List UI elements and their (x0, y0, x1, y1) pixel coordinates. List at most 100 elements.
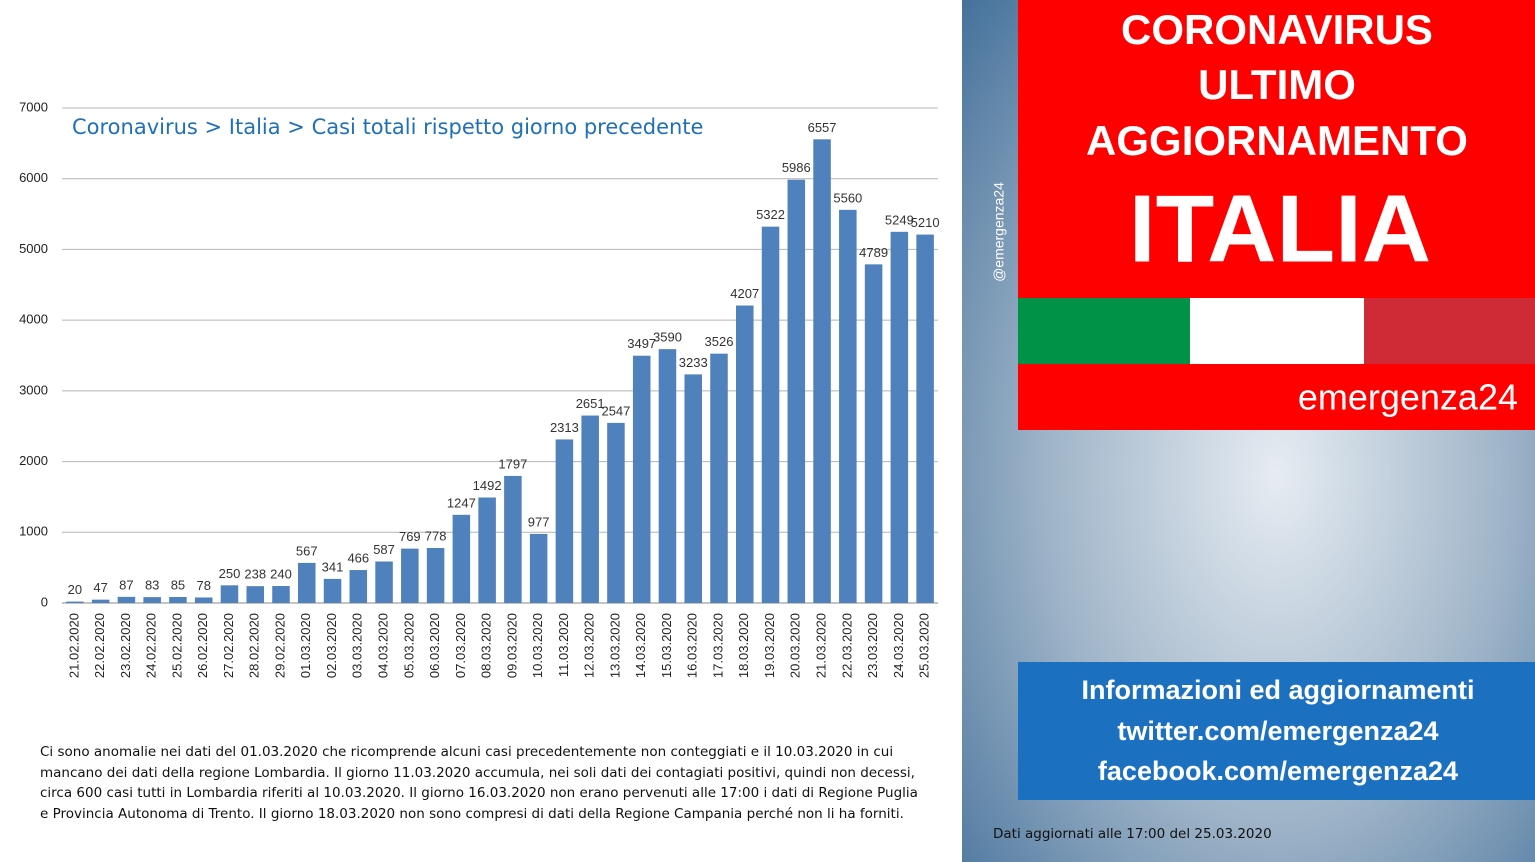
data-label: 1247 (447, 495, 476, 510)
x-tick-label: 28.02.2020 (247, 613, 262, 678)
info-line: facebook.com/emergenza24 (1098, 756, 1458, 786)
flag-white (1190, 298, 1364, 364)
bar (349, 570, 368, 603)
x-tick-label: 25.02.2020 (169, 613, 184, 678)
banner-line: ULTIMO (1198, 61, 1356, 108)
data-label: 2651 (576, 396, 605, 411)
data-label: 5322 (756, 207, 785, 222)
x-tick-label: 22.03.2020 (839, 613, 854, 678)
bar (607, 422, 625, 603)
data-label: 83 (145, 578, 159, 593)
bar (710, 353, 728, 603)
x-tick-label: 14.03.2020 (633, 613, 648, 678)
x-tick-label: 12.03.2020 (582, 613, 597, 678)
data-label: 3526 (705, 334, 734, 349)
bar (813, 139, 831, 604)
bar (323, 578, 342, 603)
y-tick-label: 1000 (19, 524, 48, 539)
x-tick-label: 21.03.2020 (813, 613, 828, 678)
data-label: 769 (399, 529, 421, 544)
bar (864, 264, 883, 603)
update-note: Dati aggiornati alle 17:00 del 25.03.202… (993, 826, 1272, 842)
y-tick-label: 4000 (19, 312, 48, 327)
x-tick-label: 29.02.2020 (272, 613, 287, 678)
y-tick-label: 3000 (19, 382, 48, 397)
x-tick-label: 21.02.2020 (66, 613, 81, 678)
banner-line: AGGIORNAMENTO (1086, 117, 1468, 164)
y-tick-label: 7000 (19, 99, 48, 114)
data-label: 1797 (498, 456, 527, 471)
data-label: 587 (373, 542, 395, 557)
x-tick-label: 20.03.2020 (788, 613, 803, 678)
x-tick-label: 05.03.2020 (401, 613, 416, 678)
x-tick-label: 07.03.2020 (453, 613, 468, 678)
x-tick-label: 23.03.2020 (865, 613, 880, 678)
bar (761, 226, 780, 603)
bar (375, 561, 393, 603)
bar (401, 548, 419, 603)
y-tick-label: 2000 (19, 453, 48, 468)
bar (839, 209, 857, 604)
data-label: 250 (219, 566, 241, 581)
data-label: 87 (119, 577, 133, 592)
x-tick-label: 17.03.2020 (710, 613, 725, 678)
data-label: 2313 (550, 420, 579, 435)
handle: @emergenza24 (991, 182, 1007, 282)
bar (426, 547, 445, 603)
data-label: 85 (171, 577, 185, 592)
x-tick-label: 16.03.2020 (685, 613, 700, 678)
data-label: 466 (347, 550, 369, 565)
data-label: 3233 (679, 355, 708, 370)
bar (66, 601, 84, 603)
bar (787, 179, 806, 603)
info-line: Informazioni ed aggiornamenti (1081, 675, 1474, 705)
x-tick-label: 09.03.2020 (504, 613, 519, 678)
data-label: 6557 (808, 120, 837, 135)
x-tick-label: 24.02.2020 (144, 613, 159, 678)
bar (658, 349, 677, 603)
bar (736, 305, 754, 603)
bar (529, 533, 548, 603)
bar (452, 514, 471, 603)
info-line: twitter.com/emergenza24 (1117, 716, 1438, 746)
brand: emergenza24 (1298, 377, 1518, 418)
x-tick-label: 11.03.2020 (556, 613, 571, 677)
bar (246, 586, 264, 603)
data-label: 977 (528, 514, 550, 529)
data-label: 2547 (601, 403, 630, 418)
data-label: 5560 (833, 190, 862, 205)
x-tick-label: 08.03.2020 (479, 613, 494, 678)
data-label: 3590 (653, 330, 682, 345)
data-label: 5986 (782, 160, 811, 175)
y-tick-label: 0 (41, 594, 48, 609)
x-tick-label: 06.03.2020 (427, 613, 442, 678)
x-tick-label: 03.03.2020 (350, 613, 365, 678)
bar (194, 597, 213, 603)
bar (478, 497, 496, 603)
x-tick-label: 24.03.2020 (891, 613, 906, 678)
x-tick-label: 19.03.2020 (762, 613, 777, 678)
bar (272, 586, 290, 603)
bar (117, 596, 136, 603)
bar (632, 355, 651, 603)
chart-title: Coronavirus > Italia > Casi totali rispe… (72, 115, 703, 139)
data-label: 5249 (885, 212, 914, 227)
x-tick-label: 18.03.2020 (736, 613, 751, 678)
footnote: Ci sono anomalie nei dati del 01.03.2020… (40, 744, 918, 822)
data-label: 47 (93, 580, 107, 595)
x-tick-label: 23.02.2020 (118, 613, 133, 678)
blue-box (1018, 662, 1535, 800)
x-tick-label: 22.02.2020 (92, 613, 107, 678)
data-label: 1492 (473, 478, 502, 493)
data-label: 567 (296, 543, 318, 558)
data-label: 20 (68, 582, 82, 597)
bar (581, 415, 599, 603)
x-tick-label: 27.02.2020 (221, 613, 236, 678)
data-label: 3497 (627, 336, 656, 351)
x-tick-label: 01.03.2020 (298, 613, 313, 678)
data-label: 778 (425, 528, 447, 543)
data-label: 240 (270, 566, 292, 581)
bar (555, 439, 574, 603)
